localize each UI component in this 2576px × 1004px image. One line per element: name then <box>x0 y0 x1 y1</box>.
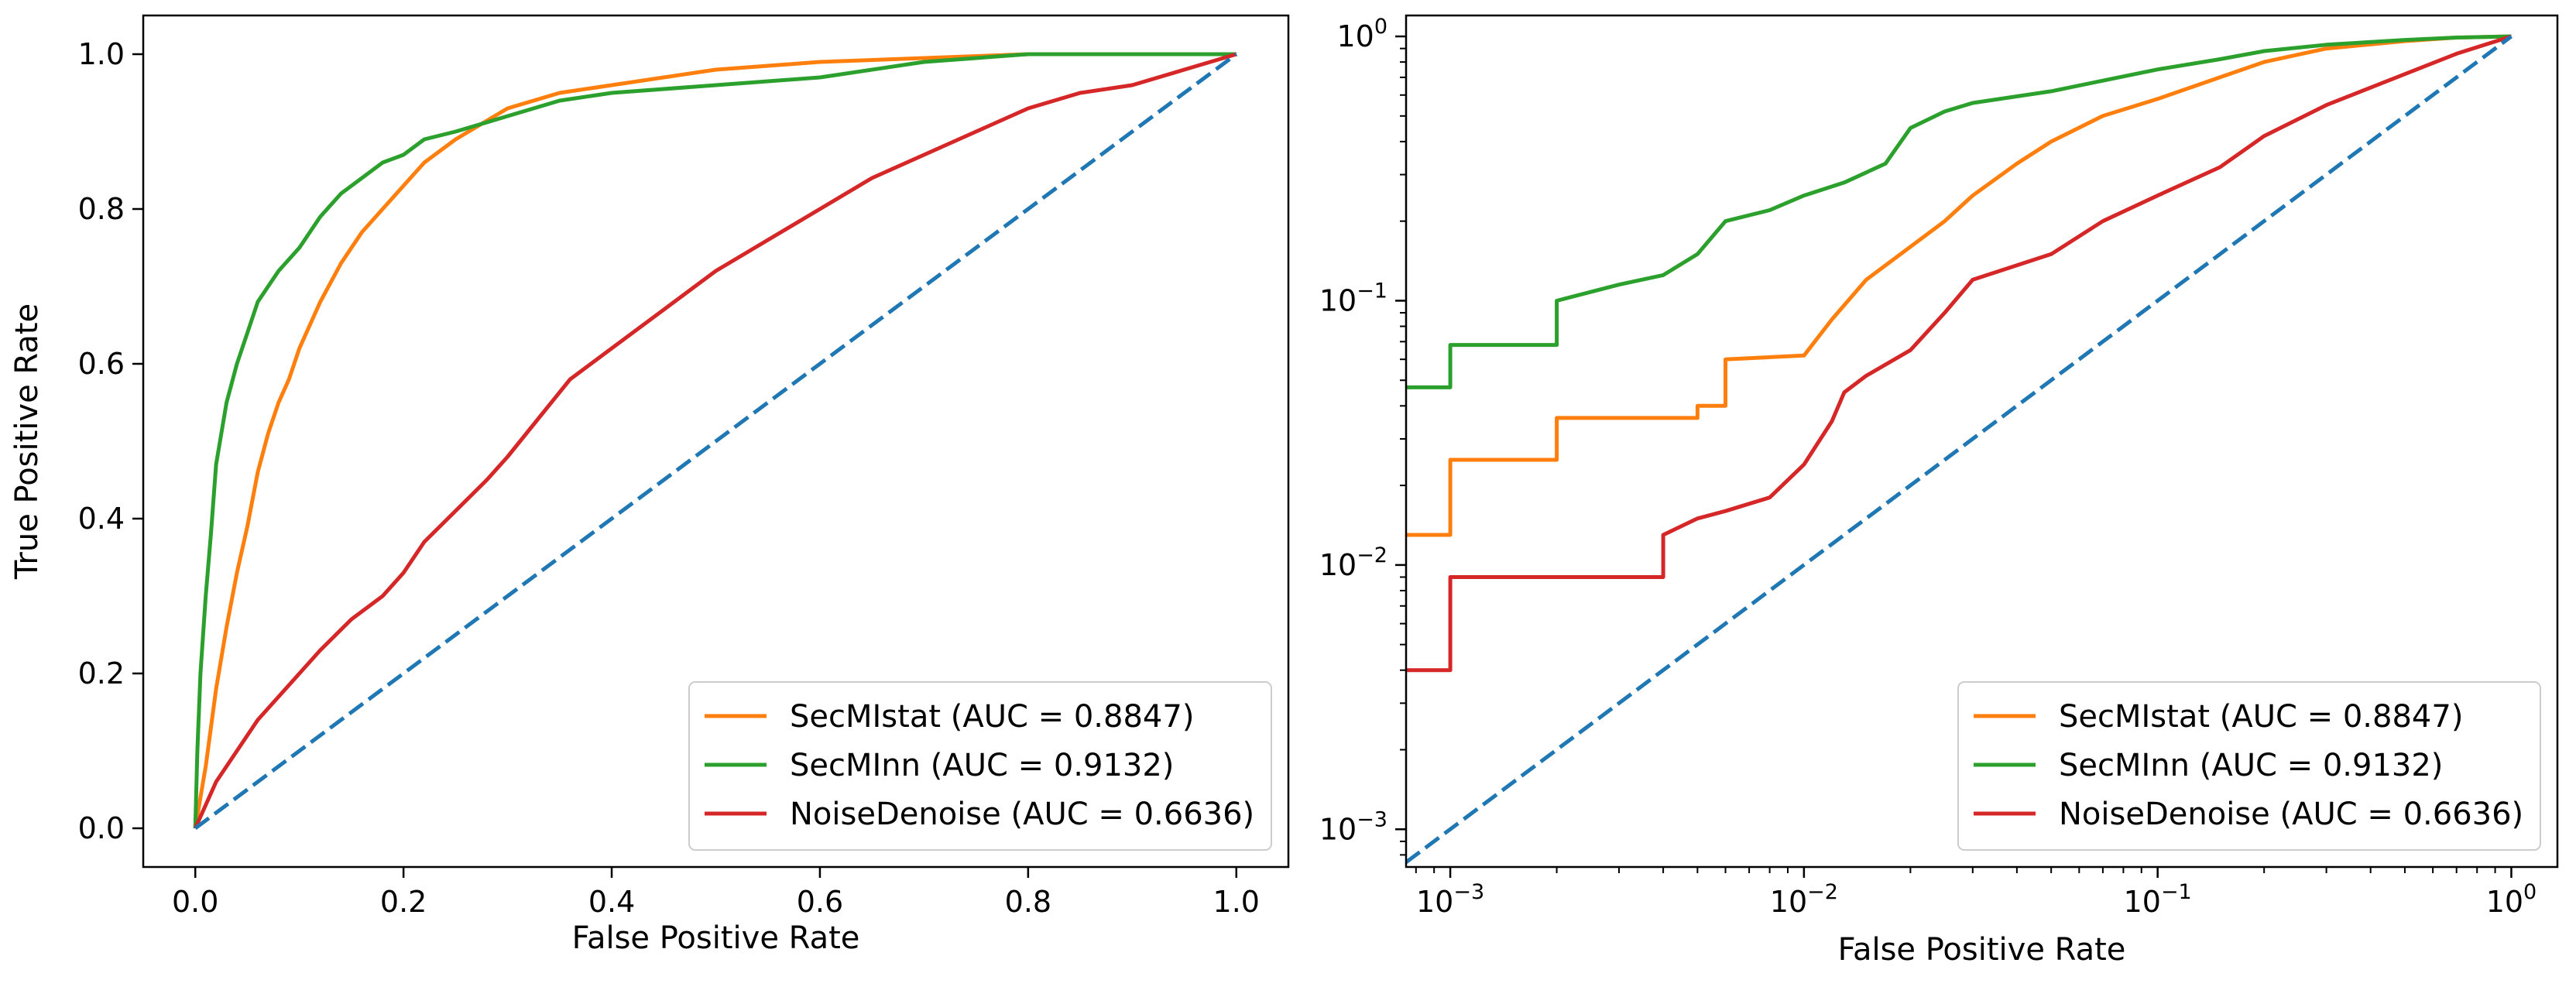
y-tick-label: 0.6 <box>78 347 125 381</box>
legend-entry-secminn: SecMInn (AUC = 0.9132) <box>790 748 1174 783</box>
y-tick-label: 1.0 <box>78 37 125 71</box>
y-tick-label: 10−2 <box>1319 543 1387 582</box>
series-line-secminn <box>193 52 1237 829</box>
series-line-noisedenoise <box>193 52 1237 830</box>
x-tick-label: 10−3 <box>1416 880 1484 919</box>
series-line-secmistat <box>193 52 1237 829</box>
series-line-secmistat <box>1406 34 2512 537</box>
legend-entry-secmistat: SecMIstat (AUC = 0.8847) <box>790 699 1194 735</box>
x-tick-label: 100 <box>2486 880 2537 919</box>
y-tick-label: 0.0 <box>78 811 125 845</box>
series-line-secminn <box>1406 34 2512 389</box>
axes-frame <box>1405 14 2559 869</box>
plot-area <box>193 52 1238 831</box>
x-tick-label: 0.8 <box>1005 885 1051 919</box>
x-tick-label: 10−2 <box>1770 880 1838 919</box>
legend: SecMIstat (AUC = 0.8847) SecMInn (AUC = 0… <box>688 681 1272 851</box>
legend-entry-secminn: SecMInn (AUC = 0.9132) <box>2059 748 2443 783</box>
axes-frame <box>142 14 1290 869</box>
y-axis-label: True Positive Rate <box>9 303 45 580</box>
x-tick-label: 1.0 <box>1213 885 1260 919</box>
series-line-noisedenoise <box>1406 34 2513 673</box>
left-roc-panel: 0.0 0.2 0.4 0.6 0.8 1.0 0.0 0.2 0.4 0.6 0.8 1.0 Fals… <box>9 14 1290 956</box>
x-tick-label: 0.2 <box>380 885 427 919</box>
y-tick-label: 10−3 <box>1319 807 1387 846</box>
y-tick-label: 0.8 <box>78 192 125 226</box>
y-tick-label: 10−1 <box>1319 279 1387 317</box>
right-roc-log-panel: 10−3 10−2 10−1 100 10−3 10−2 10−1 100 False Posi… <box>1319 14 2559 968</box>
x-axis-label: False Positive Rate <box>1838 932 2126 968</box>
legend-box <box>1957 681 2541 851</box>
x-tick-label: 10−1 <box>2124 880 2192 919</box>
y-tick-label: 100 <box>1336 15 1387 53</box>
legend-entry-noisedenoise: NoiseDenoise (AUC = 0.6636) <box>790 797 1254 832</box>
legend: SecMIstat (AUC = 0.8847) SecMInn (AUC = 0… <box>1957 681 2541 851</box>
plot-area <box>1406 34 2513 864</box>
x-tick-label: 0.4 <box>588 885 635 919</box>
y-tick-label: 0.2 <box>78 656 125 690</box>
legend-entry-secmistat: SecMIstat (AUC = 0.8847) <box>2059 699 2463 735</box>
y-tick-label: 0.4 <box>78 502 125 536</box>
x-axis-label: False Positive Rate <box>572 920 860 956</box>
chance-diagonal-line <box>1406 34 2513 864</box>
x-tick-label: 0.0 <box>172 885 218 919</box>
chance-diagonal-line <box>194 52 1238 831</box>
x-tick-label: 0.6 <box>797 885 843 919</box>
legend-box <box>688 681 1272 851</box>
legend-entry-noisedenoise: NoiseDenoise (AUC = 0.6636) <box>2059 797 2523 832</box>
